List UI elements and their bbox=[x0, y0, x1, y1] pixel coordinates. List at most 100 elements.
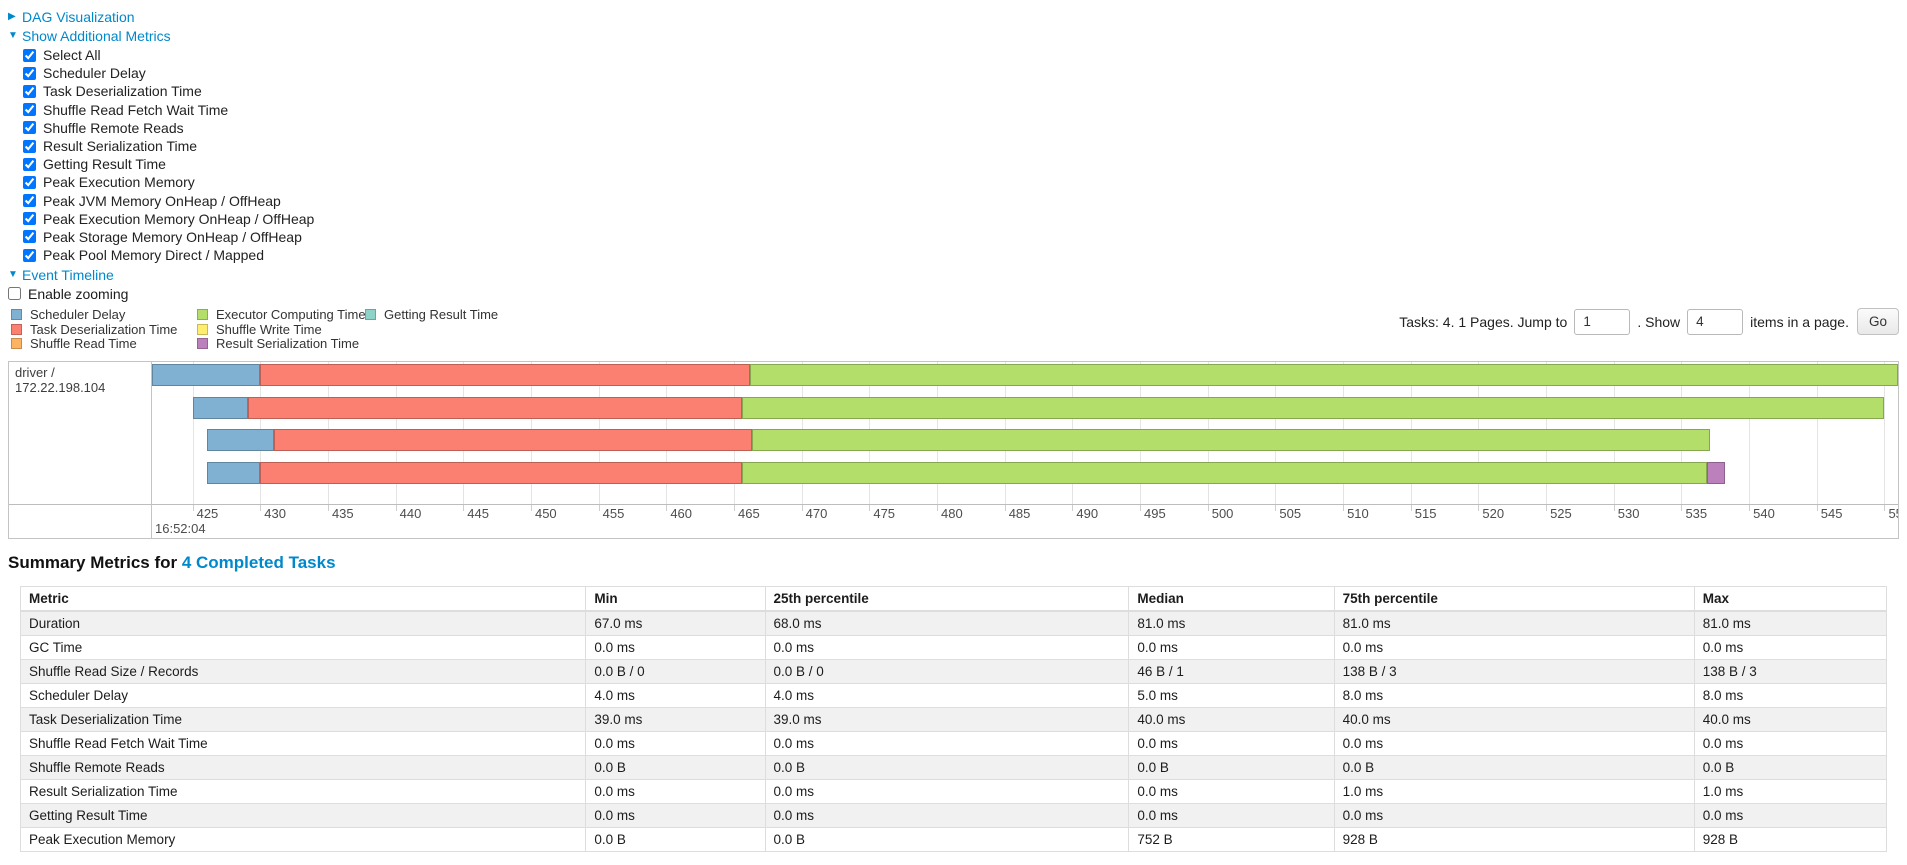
axis-tick-label: 535 bbox=[1685, 506, 1708, 522]
result-serialization-legend-swatch-icon bbox=[197, 338, 208, 350]
metric-checkbox[interactable] bbox=[23, 66, 36, 80]
legend-label: Getting Result Time bbox=[384, 307, 499, 323]
timeline-bar-segment-scheduler-delay[interactable] bbox=[192, 396, 249, 419]
timeline-bar-segment-executor-computing[interactable] bbox=[751, 429, 1710, 452]
shuffle-write-legend-swatch-icon bbox=[197, 323, 208, 335]
timeline-bar-segment-executor-computing[interactable] bbox=[742, 396, 1885, 419]
metric-checkbox-label: Result Serialization Time bbox=[43, 138, 198, 155]
timeline-bar-segment-executor-computing[interactable] bbox=[750, 364, 1898, 387]
metric-checkbox-item[interactable]: Task Deserialization Time bbox=[23, 82, 1899, 100]
legend-column: Scheduler Delay Task Deserialization Time… bbox=[11, 307, 197, 351]
legend-item: Shuffle Write Time bbox=[197, 322, 365, 337]
metric-checkbox[interactable] bbox=[23, 139, 36, 153]
event-timeline-toggle[interactable]: ▼ Event Timeline bbox=[8, 266, 1899, 283]
timeline-legend: Scheduler Delay Task Deserialization Time… bbox=[8, 307, 498, 351]
axis-tick-label: 445 bbox=[467, 506, 489, 522]
metric-value-cell: 5.0 ms bbox=[1128, 683, 1335, 709]
metric-value-cell: 0.0 ms bbox=[1128, 635, 1335, 661]
metric-checkbox-item[interactable]: Peak JVM Memory OnHeap / OffHeap bbox=[23, 192, 1899, 210]
go-button[interactable]: Go bbox=[1856, 308, 1899, 336]
metric-checkbox-item[interactable]: Shuffle Remote Reads bbox=[23, 119, 1899, 137]
metric-checkbox[interactable] bbox=[23, 175, 36, 189]
metric-checkbox-item[interactable]: Peak Execution Memory bbox=[23, 173, 1899, 191]
timeline-time-axis: 425 430 435 440 445 450 455 460 465 470 475 480 485 4… bbox=[152, 504, 1898, 538]
axis-tick-mark bbox=[260, 505, 262, 512]
metric-checkbox[interactable] bbox=[23, 194, 36, 208]
metric-checkbox-item[interactable]: Shuffle Read Fetch Wait Time bbox=[23, 101, 1899, 119]
metric-checkbox[interactable] bbox=[23, 84, 36, 98]
metric-value-cell: 138 B / 3 bbox=[1693, 659, 1888, 685]
legend-column: Executor Computing Time Shuffle Write Tim… bbox=[197, 307, 366, 351]
axis-tick-label: 455 bbox=[602, 506, 625, 522]
metric-checkbox-item[interactable]: Select All bbox=[23, 46, 1899, 64]
timeline-bar-segment-scheduler-delay[interactable] bbox=[152, 364, 261, 387]
metric-checkbox-item[interactable]: Result Serialization Time bbox=[23, 137, 1899, 155]
axis-major-label: 16:52:04 bbox=[155, 521, 206, 537]
metric-value-cell: 0.0 ms bbox=[1333, 731, 1695, 757]
metric-checkbox-item[interactable]: Getting Result Time bbox=[23, 155, 1899, 173]
metric-name-cell: Peak Execution Memory bbox=[19, 827, 587, 853]
metric-checkbox[interactable] bbox=[23, 248, 36, 262]
metric-value-cell: 0.0 B bbox=[1333, 755, 1695, 781]
metric-checkbox-item[interactable]: Peak Storage Memory OnHeap / OffHeap bbox=[23, 228, 1899, 246]
metric-checkbox-label: Getting Result Time bbox=[43, 156, 166, 173]
metric-value-cell: 68.0 ms bbox=[764, 610, 1130, 637]
axis-tick-label: 435 bbox=[331, 506, 354, 522]
timeline-bar-segment-task-deserialization[interactable] bbox=[260, 461, 743, 484]
axis-tick-mark bbox=[1884, 505, 1886, 512]
metric-checkbox[interactable] bbox=[23, 212, 36, 226]
axis-tick-label: 470 bbox=[805, 506, 828, 522]
metric-checkbox-item[interactable]: Scheduler Delay bbox=[23, 64, 1899, 82]
axis-tick-mark bbox=[733, 505, 735, 512]
jump-to-page-input[interactable] bbox=[1574, 308, 1631, 335]
timeline-bar-segment-scheduler-delay[interactable] bbox=[207, 429, 274, 452]
task-pagination: Tasks: 4. 1 Pages. Jump to . Show items … bbox=[1399, 307, 1899, 336]
timeline-task-row bbox=[152, 461, 1898, 484]
timeline-bar-segment-scheduler-delay[interactable] bbox=[207, 461, 261, 484]
timeline-bar-segment-result-serialization[interactable] bbox=[1707, 461, 1725, 484]
metric-checkbox-label: Peak Execution Memory OnHeap / OffHeap bbox=[43, 210, 315, 227]
axis-tick-mark bbox=[530, 505, 532, 512]
timeline-bar-segment-task-deserialization[interactable] bbox=[248, 396, 743, 419]
getting-result-legend-swatch-icon bbox=[365, 309, 376, 321]
timeline-bar-segment-task-deserialization[interactable] bbox=[260, 364, 751, 387]
metric-value-cell: 1.0 ms bbox=[1693, 779, 1888, 805]
axis-tick-mark bbox=[1681, 505, 1683, 512]
show-additional-metrics-toggle[interactable]: ▼ Show Additional Metrics bbox=[8, 27, 1899, 44]
axis-tick-mark bbox=[192, 505, 194, 512]
executor-computing-legend-swatch-icon bbox=[197, 309, 208, 321]
metric-checkbox-item[interactable]: Peak Pool Memory Direct / Mapped bbox=[23, 246, 1899, 264]
timeline-gridline bbox=[1749, 362, 1751, 505]
metric-checkbox[interactable] bbox=[23, 48, 36, 62]
metric-checkbox-item[interactable]: Peak Execution Memory OnHeap / OffHeap bbox=[23, 210, 1899, 228]
axis-tick-label: 430 bbox=[264, 506, 286, 522]
table-row: GC Time 0.0 ms 0.0 ms 0.0 ms 0.0 ms 0.0 ms bbox=[19, 635, 1888, 661]
metric-name-cell: GC Time bbox=[19, 635, 587, 661]
executor-row-label: driver / 172.22.198.104 bbox=[9, 362, 152, 505]
axis-tick-label: 550 bbox=[1888, 506, 1898, 522]
metric-value-cell: 928 B bbox=[1693, 827, 1888, 853]
shuffle-read-legend-swatch-icon bbox=[11, 338, 22, 350]
legend-item: Shuffle Read Time bbox=[11, 336, 197, 351]
metric-value-cell: 0.0 ms bbox=[1693, 803, 1888, 829]
timeline-bar-segment-task-deserialization[interactable] bbox=[273, 429, 752, 452]
axis-tick-mark bbox=[1207, 505, 1209, 512]
completed-tasks-link[interactable]: 4 Completed Tasks bbox=[181, 553, 336, 573]
metric-value-cell: 0.0 ms bbox=[585, 803, 766, 829]
items-per-page-input[interactable] bbox=[1687, 308, 1744, 335]
enable-zooming-checkbox[interactable] bbox=[8, 287, 21, 301]
metric-checkbox[interactable] bbox=[23, 121, 36, 135]
legend-item: Task Deserialization Time bbox=[11, 322, 197, 337]
legend-item: Result Serialization Time bbox=[197, 336, 365, 351]
metric-checkbox[interactable] bbox=[23, 230, 36, 244]
dag-visualization-toggle[interactable]: ▶ DAG Visualization bbox=[8, 8, 1899, 25]
timeline-task-row bbox=[152, 396, 1898, 419]
timeline-bar-segment-executor-computing[interactable] bbox=[742, 461, 1708, 484]
timeline-plot-area bbox=[152, 362, 1898, 505]
metrics-checkbox-list: Select All Scheduler Delay Task Deserializ… bbox=[23, 46, 1899, 264]
metric-checkbox[interactable] bbox=[23, 103, 36, 117]
legend-column: Getting Result Time bbox=[365, 307, 498, 351]
enable-zooming-option[interactable]: Enable zooming bbox=[8, 285, 1899, 302]
axis-tick-mark bbox=[1275, 505, 1277, 512]
metric-checkbox[interactable] bbox=[23, 157, 36, 171]
